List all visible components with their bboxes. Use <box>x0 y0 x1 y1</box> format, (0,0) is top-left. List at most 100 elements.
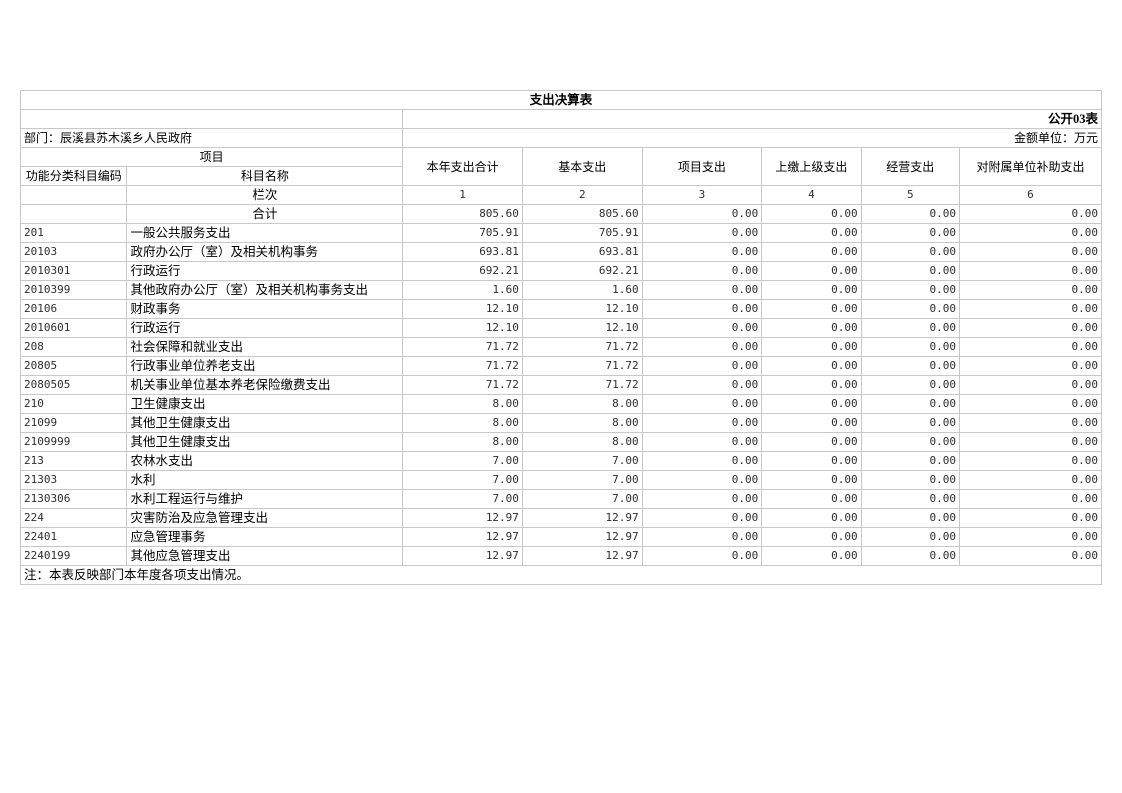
cell-amount-2: 693.81 <box>521 242 643 262</box>
cell-amount-1: 12.10 <box>402 299 523 319</box>
total-value-3: 0.00 <box>641 204 763 224</box>
header-col-subject-name: 科目名称 <box>126 166 404 186</box>
total-value-1: 805.60 <box>402 204 523 224</box>
cell-amount-2: 8.00 <box>521 394 643 414</box>
cell-amount-3: 0.00 <box>641 470 763 490</box>
cell-amount-1: 71.72 <box>402 337 523 357</box>
cell-amount-5: 0.00 <box>860 223 960 243</box>
cell-amount-6: 0.00 <box>958 489 1103 509</box>
cell-amount-4: 0.00 <box>761 318 862 338</box>
cell-subject-name: 农林水支出 <box>126 451 404 471</box>
cell-amount-4: 0.00 <box>761 508 862 528</box>
cell-amount-4: 0.00 <box>761 242 862 262</box>
cell-amount-4: 0.00 <box>761 223 862 243</box>
table-row: 22401 应急管理事务 12.97 12.97 0.00 0.00 0.00 0.00 <box>19 527 1103 547</box>
cell-amount-4: 0.00 <box>761 432 862 452</box>
cell-amount-3: 0.00 <box>641 375 763 395</box>
cell-amount-4: 0.00 <box>761 299 862 319</box>
cell-amount-6: 0.00 <box>958 394 1103 414</box>
cell-amount-4: 0.00 <box>761 413 862 433</box>
cell-amount-2: 8.00 <box>521 413 643 433</box>
cell-subject-name: 行政事业单位养老支出 <box>126 356 404 376</box>
total-label: 合计 <box>126 204 404 224</box>
cell-amount-5: 0.00 <box>860 508 960 528</box>
header-col-operating: 经营支出 <box>860 147 960 186</box>
cell-amount-5: 0.00 <box>860 470 960 490</box>
cell-amount-5: 0.00 <box>860 337 960 357</box>
cell-function-code: 2240199 <box>19 546 128 566</box>
table-row: 208 社会保障和就业支出 71.72 71.72 0.00 0.00 0.00 0.00 <box>19 337 1103 357</box>
table-row: 213 农林水支出 7.00 7.00 0.00 0.00 0.00 0.00 <box>19 451 1103 471</box>
cell-function-code: 20103 <box>19 242 128 262</box>
table-row: 2109999 其他卫生健康支出 8.00 8.00 0.00 0.00 0.00 0.00 <box>19 432 1103 452</box>
department-row: 部门：辰溪县苏木溪乡人民政府 金额单位：万元 <box>19 128 1102 148</box>
cell-amount-2: 12.97 <box>521 508 643 528</box>
cell-amount-1: 12.97 <box>402 527 523 547</box>
cell-subject-name: 其他卫生健康支出 <box>126 413 404 433</box>
cell-amount-5: 0.00 <box>860 280 960 300</box>
cell-subject-name: 其他应急管理支出 <box>126 546 404 566</box>
table-row: 21099 其他卫生健康支出 8.00 8.00 0.00 0.00 0.00 0.00 <box>19 413 1103 433</box>
total-value-5: 0.00 <box>860 204 960 224</box>
cell-function-code: 20106 <box>19 299 128 319</box>
cell-amount-1: 71.72 <box>402 356 523 376</box>
lane-code-spacer <box>19 185 128 205</box>
cell-amount-6: 0.00 <box>958 508 1103 528</box>
cell-amount-5: 0.00 <box>860 413 960 433</box>
cell-function-code: 22401 <box>19 527 128 547</box>
cell-function-code: 201 <box>19 223 128 243</box>
cell-amount-3: 0.00 <box>641 223 763 243</box>
cell-amount-5: 0.00 <box>860 356 960 376</box>
cell-amount-6: 0.00 <box>958 337 1103 357</box>
header-col-total: 本年支出合计 <box>402 147 523 186</box>
cell-amount-6: 0.00 <box>958 299 1103 319</box>
cell-amount-5: 0.00 <box>860 242 960 262</box>
table-row: 2010301 行政运行 692.21 692.21 0.00 0.00 0.00 0.00 <box>19 261 1103 281</box>
cell-subject-name: 其他政府办公厅（室）及相关机构事务支出 <box>126 280 404 300</box>
cell-subject-name: 财政事务 <box>126 299 404 319</box>
table-row: 21303 水利 7.00 7.00 0.00 0.00 0.00 0.00 <box>19 470 1103 490</box>
cell-subject-name: 其他卫生健康支出 <box>126 432 404 452</box>
header-group-item: 项目 <box>19 147 404 167</box>
cell-amount-4: 0.00 <box>761 394 862 414</box>
cell-function-code: 2010301 <box>19 261 128 281</box>
cell-amount-5: 0.00 <box>860 394 960 414</box>
cell-amount-1: 693.81 <box>402 242 523 262</box>
cell-subject-name: 水利工程运行与维护 <box>126 489 404 509</box>
cell-amount-5: 0.00 <box>860 451 960 471</box>
table-row: 2010399 其他政府办公厅（室）及相关机构事务支出 1.60 1.60 0.00 0.… <box>19 280 1103 300</box>
cell-amount-2: 692.21 <box>521 261 643 281</box>
cell-function-code: 2010601 <box>19 318 128 338</box>
cell-amount-2: 8.00 <box>521 432 643 452</box>
cell-function-code: 20805 <box>19 356 128 376</box>
cell-amount-4: 0.00 <box>761 375 862 395</box>
cell-function-code: 224 <box>19 508 128 528</box>
lane-number-6: 6 <box>958 185 1103 205</box>
cell-amount-1: 8.00 <box>402 413 523 433</box>
cell-amount-1: 7.00 <box>402 470 523 490</box>
cell-function-code: 21303 <box>19 470 128 490</box>
cell-amount-5: 0.00 <box>860 261 960 281</box>
cell-amount-2: 7.00 <box>521 451 643 471</box>
table-row: 2080505 机关事业单位基本养老保险缴费支出 71.72 71.72 0.00 0.0… <box>19 375 1103 395</box>
cell-amount-3: 0.00 <box>641 337 763 357</box>
total-code-spacer <box>19 204 128 224</box>
cell-amount-5: 0.00 <box>860 432 960 452</box>
cell-amount-1: 8.00 <box>402 432 523 452</box>
cell-amount-3: 0.00 <box>641 261 763 281</box>
cell-amount-1: 7.00 <box>402 489 523 509</box>
cell-amount-1: 705.91 <box>402 223 523 243</box>
header-col-subsidy-affiliated: 对附属单位补助支出 <box>958 147 1103 186</box>
table-row: 20106 财政事务 12.10 12.10 0.00 0.00 0.00 0.00 <box>19 299 1103 319</box>
cell-amount-6: 0.00 <box>958 223 1103 243</box>
cell-amount-2: 71.72 <box>521 375 643 395</box>
table-row: 20805 行政事业单位养老支出 71.72 71.72 0.00 0.00 0.00 0.0… <box>19 356 1103 376</box>
table-row: 224 灾害防治及应急管理支出 12.97 12.97 0.00 0.00 0.00 0.00 <box>19 508 1103 528</box>
expenditure-final-accounts-sheet: 支出决算表 公开03表 部门：辰溪县苏木溪乡人民政府 金额单位：万元 项目 本年… <box>19 90 1103 585</box>
header-col-remit-upper: 上缴上级支出 <box>761 147 862 186</box>
cell-amount-1: 12.10 <box>402 318 523 338</box>
cell-amount-3: 0.00 <box>641 527 763 547</box>
cell-amount-1: 12.97 <box>402 546 523 566</box>
expenditure-table: 支出决算表 公开03表 部门：辰溪县苏木溪乡人民政府 金额单位：万元 项目 本年… <box>19 90 1103 585</box>
cell-amount-3: 0.00 <box>641 318 763 338</box>
